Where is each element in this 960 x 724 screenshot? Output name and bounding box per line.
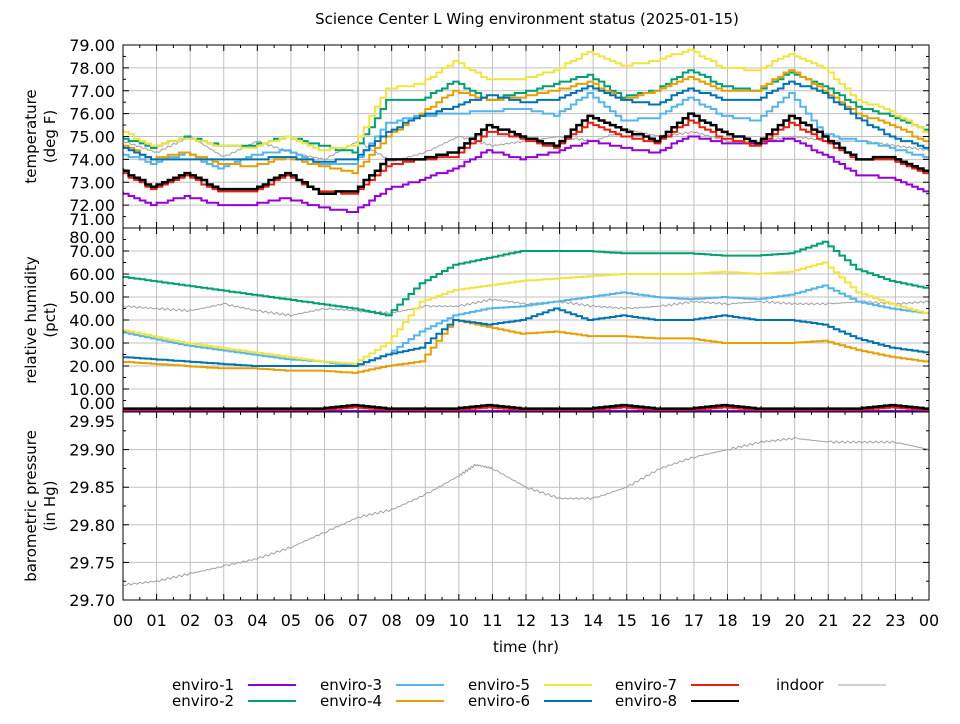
series-line-enviro-5 <box>123 48 929 152</box>
y-axis-label: temperature <box>22 89 40 183</box>
x-tick-label: 01 <box>146 611 166 630</box>
series-line-enviro-8 <box>123 112 929 195</box>
series-line-enviro-1 <box>123 135 929 213</box>
y-tick-label: 29.70 <box>69 591 115 610</box>
chart-title: Science Center L Wing environment status… <box>315 10 739 28</box>
y-tick-label: 70.00 <box>69 242 115 261</box>
y-tick-label: 80.00 <box>69 228 115 247</box>
x-tick-label: 16 <box>650 611 670 630</box>
y-tick-label: 29.85 <box>69 478 115 497</box>
y-tick-label: 77.00 <box>69 82 115 101</box>
y-tick-label: 71.00 <box>69 210 115 229</box>
legend-item-enviro-2: enviro-2 <box>172 692 296 710</box>
y-axis-label-units: (in Hg) <box>41 481 59 532</box>
x-tick-label: 06 <box>314 611 334 630</box>
x-tick-label: 17 <box>684 611 704 630</box>
y-tick-label: 50.00 <box>69 288 115 307</box>
series-line-enviro-7 <box>123 119 929 195</box>
y-tick-label: 29.95 <box>69 412 115 431</box>
x-tick-label: 15 <box>617 611 637 630</box>
y-axis-label-units: (deg F) <box>41 110 59 163</box>
series-line-enviro-3 <box>123 92 929 170</box>
x-tick-label: 18 <box>717 611 737 630</box>
legend-label: enviro-3 <box>320 676 382 694</box>
x-tick-label: 02 <box>180 611 200 630</box>
series-line-enviro-4 <box>123 69 929 175</box>
legend-item-enviro-7: enviro-7 <box>615 676 739 694</box>
x-tick-label: 14 <box>583 611 603 630</box>
y-tick-label: 40.00 <box>69 311 115 330</box>
series-line-enviro-6 <box>123 80 929 163</box>
x-tick-label: 10 <box>449 611 469 630</box>
legend-item-enviro-3: enviro-3 <box>320 676 444 694</box>
x-tick-label: 12 <box>516 611 536 630</box>
legend-label: enviro-8 <box>615 692 677 710</box>
y-tick-label: 73.00 <box>69 173 115 192</box>
y-axis-label: barometric pressure <box>22 430 40 582</box>
series-line-enviro-5 <box>123 261 929 365</box>
x-tick-label: 05 <box>281 611 301 630</box>
x-tick-label: 00 <box>919 611 939 630</box>
legend-label: enviro-2 <box>172 692 234 710</box>
legend-label: enviro-6 <box>468 692 530 710</box>
legend-item-enviro-1: enviro-1 <box>172 676 296 694</box>
x-tick-label: 23 <box>885 611 905 630</box>
y-tick-label: 0.00 <box>79 394 115 413</box>
x-tick-label: 22 <box>852 611 872 630</box>
legend-item-enviro-4: enviro-4 <box>320 692 444 710</box>
y-axis-label: relative humidity <box>22 256 40 384</box>
series-line-enviro-2 <box>123 240 929 317</box>
legend-label: enviro-5 <box>468 676 530 694</box>
x-tick-label: 19 <box>751 611 771 630</box>
y-tick-label: 76.00 <box>69 105 115 124</box>
x-axis-label: time (hr) <box>493 638 559 656</box>
legend-label: enviro-7 <box>615 676 677 694</box>
series-line-indoor <box>123 436 929 587</box>
legend-item-enviro-6: enviro-6 <box>468 692 592 710</box>
x-tick-label: 20 <box>784 611 804 630</box>
x-tick-label: 03 <box>214 611 234 630</box>
panel-pressure: 29.70 29.75 29.80 29.85 29.90 29.95 barometric… <box>22 411 939 630</box>
plot-border <box>122 411 930 601</box>
legend-label: indoor <box>776 676 825 694</box>
y-tick-label: 30.00 <box>69 334 115 353</box>
x-tick-label: 21 <box>818 611 838 630</box>
x-tick-label: 00 <box>113 611 133 630</box>
y-tick-label: 79.00 <box>69 36 115 55</box>
legend-item-enviro-8: enviro-8 <box>615 692 739 710</box>
y-tick-label: 60.00 <box>69 265 115 284</box>
x-tick-label: 08 <box>381 611 401 630</box>
x-tick-label: 09 <box>415 611 435 630</box>
x-tick-label: 13 <box>549 611 569 630</box>
x-tick-label: 11 <box>482 611 502 630</box>
y-tick-label: 74.00 <box>69 150 115 169</box>
series-line-enviro-4 <box>123 319 929 374</box>
series-line-enviro-3 <box>123 284 929 367</box>
y-axis-label-units: (pct) <box>41 302 59 337</box>
y-tick-label: 29.80 <box>69 516 115 535</box>
y-tick-label: 29.75 <box>69 553 115 572</box>
y-tick-label: 20.00 <box>69 357 115 376</box>
x-tick-label: 04 <box>247 611 267 630</box>
x-tick-label: 07 <box>348 611 368 630</box>
y-tick-label: 72.00 <box>69 196 115 215</box>
legend-label: enviro-1 <box>172 676 234 694</box>
legend-item-enviro-5: enviro-5 <box>468 676 592 694</box>
y-tick-label: 75.00 <box>69 128 115 147</box>
legend-label: enviro-4 <box>320 692 382 710</box>
series-line-enviro-8 <box>123 403 929 410</box>
y-tick-label: 10.00 <box>69 380 115 399</box>
y-tick-label: 78.00 <box>69 59 115 78</box>
y-tick-label: 29.90 <box>69 441 115 460</box>
legend-item-indoor: indoor <box>776 676 886 694</box>
series-line-enviro-6 <box>123 307 929 367</box>
